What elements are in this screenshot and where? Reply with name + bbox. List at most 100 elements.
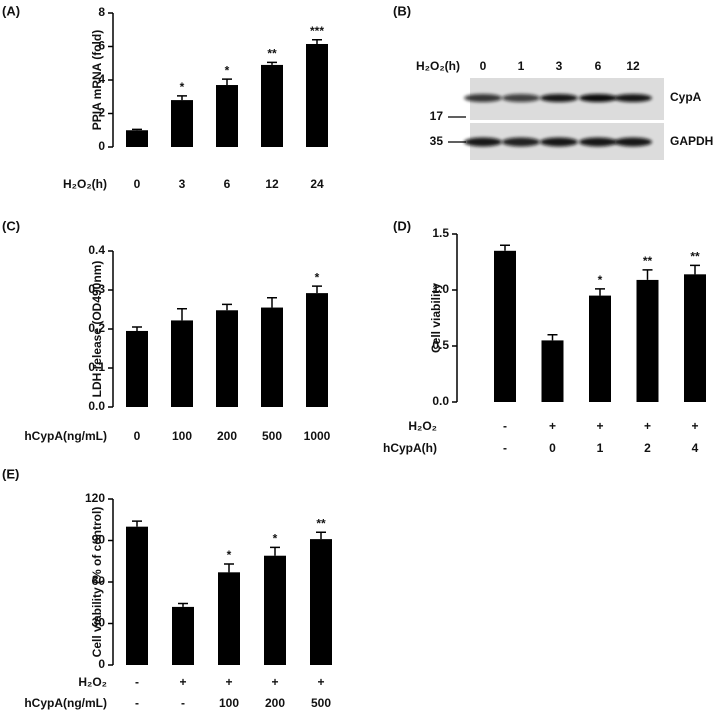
bar <box>126 526 148 665</box>
bar <box>126 330 148 407</box>
y-tick-label: 2 <box>98 106 105 120</box>
bar <box>218 572 240 665</box>
y-tick-label: 30 <box>92 616 106 630</box>
x-tick-label: 6 <box>224 177 231 191</box>
x-tick-label: + <box>549 419 556 433</box>
y-tick-label: 1.5 <box>432 226 449 240</box>
lane-label: 3 <box>556 59 563 73</box>
significance-label: ** <box>690 250 700 264</box>
y-tick-label: 0.5 <box>432 338 449 352</box>
y-tick-label: 0.0 <box>88 399 105 413</box>
marker-label: 35 <box>430 134 444 148</box>
panel-label: (E) <box>2 466 19 481</box>
y-tick-label: 0.4 <box>88 243 105 257</box>
blot-band <box>540 94 578 102</box>
error-bar <box>132 520 142 527</box>
error-bar <box>500 244 510 251</box>
x-tick-label: + <box>317 675 324 689</box>
significance-label: * <box>225 63 230 77</box>
error-bar <box>132 128 142 131</box>
significance-label: ** <box>316 516 326 530</box>
significance-label: ** <box>267 47 277 61</box>
error-bar <box>177 95 187 101</box>
bar <box>126 130 148 147</box>
x-tick-label: + <box>644 419 651 433</box>
y-tick-label: 0 <box>98 139 105 153</box>
error-bar <box>595 288 605 296</box>
bar <box>172 606 194 665</box>
bar <box>261 64 283 147</box>
blot-band <box>502 137 540 147</box>
y-tick-label: 8 <box>98 5 105 19</box>
bar <box>264 555 286 665</box>
bar <box>261 307 283 407</box>
x-tick-label: - <box>503 419 507 433</box>
x-tick-label: 100 <box>172 429 192 443</box>
x-tick-label: 3 <box>179 177 186 191</box>
bar <box>306 43 328 147</box>
bar <box>171 320 193 407</box>
significance-label: * <box>227 548 232 562</box>
lane-label: 6 <box>595 59 602 73</box>
significance-label: * <box>273 532 278 546</box>
y-tick-label: 1.0 <box>432 282 449 296</box>
x-tick-label: + <box>691 419 698 433</box>
lane-label: 1 <box>518 59 525 73</box>
y-tick-label: 0.0 <box>432 394 449 408</box>
y-tick-label: 0 <box>98 657 105 671</box>
x-tick-label: 2 <box>644 441 651 455</box>
x-row-label: H₂O₂(h) <box>63 177 107 191</box>
panel-label: (D) <box>393 218 411 233</box>
blot-band <box>579 94 617 102</box>
significance-label: *** <box>310 24 324 38</box>
bar <box>684 274 706 402</box>
y-axis-label: PPIA mRNA (fold) <box>90 30 104 130</box>
bar <box>171 100 193 147</box>
x-tick-label: + <box>596 419 603 433</box>
bar <box>310 539 332 665</box>
y-tick-label: 6 <box>98 39 105 53</box>
x-row-label: H₂O₂ <box>408 419 437 433</box>
blot-band <box>464 94 502 102</box>
x-tick-label: + <box>179 675 186 689</box>
bar <box>216 310 238 407</box>
y-axis-label: Cell viability (% of control) <box>90 507 104 658</box>
x-tick-label: - <box>181 696 185 710</box>
error-bar <box>178 602 188 607</box>
x-tick-label: - <box>135 675 139 689</box>
blot-band <box>540 137 578 147</box>
error-bar <box>222 303 232 311</box>
lane-label: 12 <box>626 59 640 73</box>
error-bar <box>547 334 558 341</box>
panel-label: (C) <box>2 218 20 233</box>
lane-label: 0 <box>480 59 487 73</box>
significance-label: ** <box>643 254 653 268</box>
blot-band <box>464 137 502 147</box>
x-tick-label: 24 <box>310 177 324 191</box>
x-row-label: hCypA(ng/mL) <box>24 429 107 443</box>
x-tick-label: + <box>271 675 278 689</box>
bar <box>216 85 238 147</box>
error-bar <box>642 269 653 280</box>
y-tick-label: 0.3 <box>88 282 105 296</box>
error-bar <box>222 78 232 86</box>
bar <box>541 340 564 402</box>
error-bar <box>270 546 280 556</box>
x-row-label: hCypA(ng/mL) <box>24 696 107 710</box>
blot-band <box>502 94 540 102</box>
y-tick-label: 0.1 <box>88 360 105 374</box>
error-bar <box>690 264 700 275</box>
x-tick-label: 500 <box>311 696 331 710</box>
x-tick-label: 200 <box>217 429 237 443</box>
x-tick-label: 0 <box>134 429 141 443</box>
blot-band <box>614 94 652 102</box>
y-axis-label: Cell viability <box>429 283 443 353</box>
bar <box>589 295 611 402</box>
bar <box>494 250 516 402</box>
error-bar <box>312 285 322 294</box>
error-bar <box>312 39 322 44</box>
x-tick-label: 1 <box>597 441 604 455</box>
blot-row-label: H₂O₂(h) <box>416 59 460 73</box>
band-label: GAPDH <box>670 134 713 148</box>
